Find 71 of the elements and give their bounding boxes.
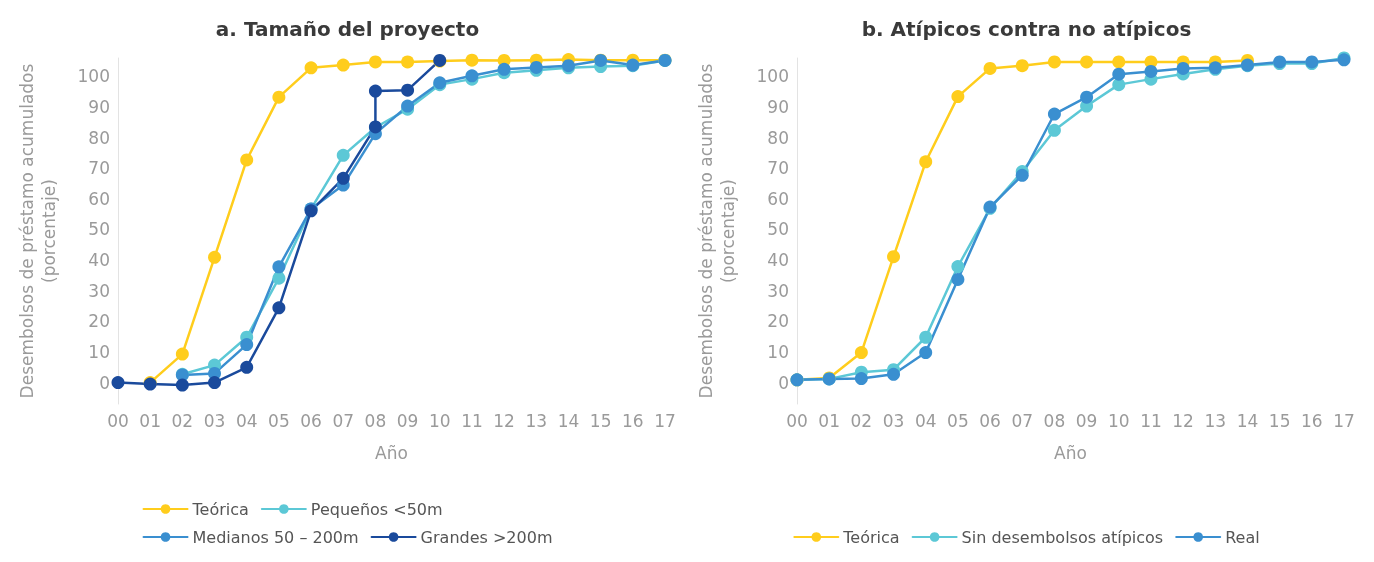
- y-tick-label: 50: [88, 219, 110, 240]
- y-tick-label: 0: [99, 372, 110, 393]
- x-tick-label: 03: [203, 410, 226, 431]
- x-tick-label: 14: [557, 410, 580, 431]
- x-tick-label: 15: [589, 410, 612, 431]
- x-tick-label: 00: [107, 410, 129, 431]
- legend-label: Sin desembolsos atípicos: [961, 527, 1164, 547]
- x-tick-label: 01: [139, 410, 161, 431]
- y-tick-label: 100: [756, 66, 789, 87]
- y-tick-label: 10: [88, 341, 110, 362]
- x-axis-title: Año: [1054, 442, 1087, 463]
- x-tick-label: 00: [786, 410, 808, 431]
- x-tick-label: 11: [461, 410, 483, 431]
- y-axis-title: Desembolsos de préstamo acumulados (porcentaje): [17, 63, 59, 399]
- chart-title: a. Tamaño del proyecto: [215, 17, 480, 41]
- x-tick-label: 08: [364, 410, 387, 431]
- y-axis-title: Desembolsos de préstamo acumulados (porcentaje): [696, 63, 738, 399]
- x-tick-label: 10: [428, 410, 451, 431]
- x-tick-label: 10: [1107, 410, 1130, 431]
- y-tick-label: 20: [88, 311, 110, 332]
- x-tick-label: 01: [818, 410, 840, 431]
- x-tick-label: 11: [1140, 410, 1162, 431]
- y-tick-label: 90: [767, 96, 789, 117]
- x-tick-label: 17: [654, 410, 676, 431]
- x-tick-label: 09: [1075, 410, 1098, 431]
- y-tick-label: 30: [88, 280, 110, 301]
- y-tick-label: 70: [767, 158, 789, 179]
- y-tick-label: 40: [767, 250, 789, 271]
- y-tick-label: 40: [88, 250, 110, 271]
- x-tick-label: 02: [171, 410, 194, 431]
- legend-label: Teórica: [842, 527, 900, 547]
- y-tick-label: 80: [88, 127, 110, 148]
- x-tick-label: 07: [1011, 410, 1034, 431]
- legend-label: Real: [1225, 527, 1260, 547]
- x-tick-label: 12: [1172, 410, 1194, 431]
- x-tick-label: 16: [1301, 410, 1323, 431]
- y-tick-label: 60: [767, 188, 789, 209]
- y-tick-label: 20: [767, 311, 789, 332]
- y-tick-label: 70: [88, 158, 110, 179]
- x-tick-label: 17: [1333, 410, 1355, 431]
- x-tick-label: 13: [525, 410, 548, 431]
- x-tick-label: 02: [850, 410, 873, 431]
- legend-label: Pequeños <50m: [310, 499, 443, 519]
- x-tick-label: 04: [914, 410, 937, 431]
- x-tick-label: 05: [268, 410, 290, 431]
- x-tick-label: 15: [1268, 410, 1291, 431]
- legend-label: Grandes >200m: [420, 527, 553, 547]
- x-tick-label: 04: [235, 410, 258, 431]
- x-tick-label: 14: [1236, 410, 1259, 431]
- y-tick-label: 60: [88, 188, 110, 209]
- x-tick-label: 07: [332, 410, 355, 431]
- legend-label: Medianos 50 – 200m: [192, 527, 359, 547]
- legend-label: Teórica: [191, 499, 249, 519]
- x-axis-title: Año: [375, 442, 408, 463]
- x-tick-label: 06: [300, 410, 322, 431]
- x-tick-label: 08: [1043, 410, 1066, 431]
- x-tick-label: 12: [493, 410, 515, 431]
- x-tick-label: 09: [396, 410, 419, 431]
- y-tick-label: 50: [767, 219, 789, 240]
- x-tick-label: 03: [882, 410, 905, 431]
- y-tick-label: 30: [767, 280, 789, 301]
- y-tick-label: 0: [778, 372, 789, 393]
- x-tick-label: 13: [1204, 410, 1227, 431]
- y-tick-label: 80: [767, 127, 789, 148]
- x-tick-label: 05: [947, 410, 969, 431]
- y-tick-label: 100: [77, 66, 110, 87]
- y-tick-label: 90: [88, 96, 110, 117]
- y-tick-label: 10: [767, 341, 789, 362]
- chart-title: b. Atípicos contra no atípicos: [861, 17, 1192, 41]
- x-tick-label: 06: [979, 410, 1001, 431]
- x-tick-label: 16: [622, 410, 644, 431]
